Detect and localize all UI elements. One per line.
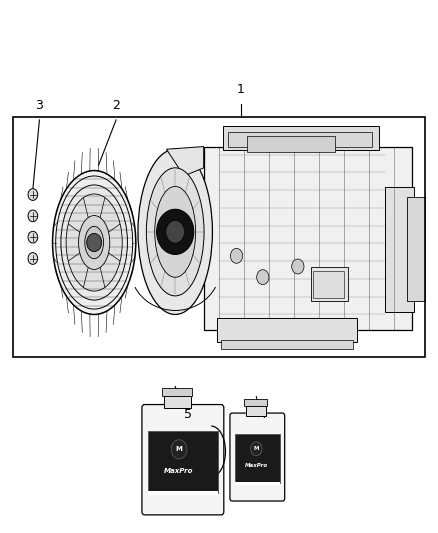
Bar <box>217 318 357 342</box>
Circle shape <box>251 442 262 456</box>
Circle shape <box>230 248 243 263</box>
Text: MaxPro: MaxPro <box>164 468 194 474</box>
Text: M: M <box>176 446 183 453</box>
Text: 1: 1 <box>237 83 245 96</box>
Bar <box>385 187 414 312</box>
Ellipse shape <box>66 194 122 291</box>
Bar <box>246 406 266 416</box>
Circle shape <box>292 259 304 274</box>
Text: 5: 5 <box>184 408 192 421</box>
Ellipse shape <box>78 215 110 270</box>
Bar <box>223 126 379 150</box>
Text: 3: 3 <box>35 99 43 112</box>
Ellipse shape <box>53 171 136 314</box>
Circle shape <box>257 270 269 285</box>
Bar <box>228 132 372 147</box>
Polygon shape <box>166 147 204 176</box>
Ellipse shape <box>146 168 204 296</box>
Bar <box>235 482 280 485</box>
Circle shape <box>157 209 194 255</box>
Ellipse shape <box>56 176 133 309</box>
Bar <box>221 340 353 349</box>
Bar <box>148 491 218 495</box>
Circle shape <box>28 189 38 200</box>
Ellipse shape <box>61 185 127 300</box>
Bar <box>235 434 280 483</box>
Circle shape <box>28 210 38 222</box>
Circle shape <box>28 231 38 243</box>
Ellipse shape <box>138 149 212 314</box>
FancyBboxPatch shape <box>230 413 285 501</box>
Bar <box>311 266 348 301</box>
Circle shape <box>171 440 187 459</box>
FancyBboxPatch shape <box>142 405 224 515</box>
Bar <box>13 117 425 357</box>
Circle shape <box>28 253 38 264</box>
Bar <box>247 136 335 152</box>
Bar <box>148 431 218 493</box>
Ellipse shape <box>85 227 103 259</box>
Bar <box>244 399 267 406</box>
Text: 2: 2 <box>112 99 120 112</box>
Circle shape <box>166 221 184 243</box>
Text: MaxPro: MaxPro <box>245 463 268 468</box>
Bar <box>164 396 191 408</box>
Bar <box>407 197 425 301</box>
Circle shape <box>87 233 102 252</box>
Bar <box>162 388 192 396</box>
Bar <box>313 271 344 298</box>
Ellipse shape <box>155 187 196 277</box>
Text: M: M <box>254 446 259 451</box>
Text: 4: 4 <box>259 408 267 421</box>
Bar <box>204 147 412 330</box>
